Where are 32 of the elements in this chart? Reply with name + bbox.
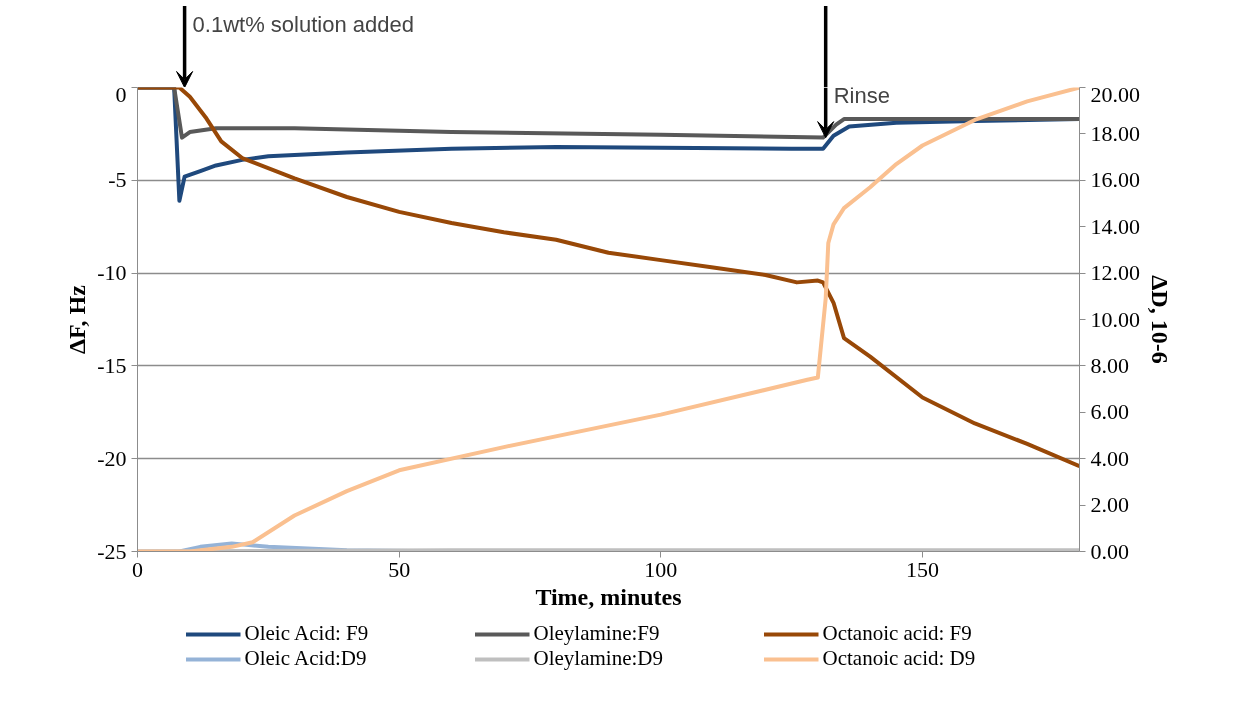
annotation: Rinse bbox=[833, 82, 890, 108]
x-tick-label: 50 bbox=[388, 556, 411, 582]
y2-tick-label: 2.00 bbox=[1090, 492, 1129, 518]
legend-label: Oleylamine:D9 bbox=[533, 646, 664, 671]
y2-tick-label: 18.00 bbox=[1090, 120, 1140, 146]
legend-label: Octanoic acid: F9 bbox=[822, 621, 973, 646]
y-tick-label: -5 bbox=[108, 167, 127, 193]
y-tick-label: 0 bbox=[115, 81, 127, 107]
y2-tick-label: 4.00 bbox=[1090, 445, 1129, 471]
y2-tick-label: 8.00 bbox=[1090, 352, 1129, 378]
x-tick-label: 0 bbox=[132, 556, 143, 582]
x-tick-label: 100 bbox=[644, 556, 678, 582]
x-tick-label: 150 bbox=[906, 556, 939, 582]
legend-label: Oleic Acid:D9 bbox=[244, 646, 368, 671]
y-tick-label: -15 bbox=[97, 352, 127, 378]
y2-tick-label: 0.00 bbox=[1090, 538, 1129, 564]
y-axis-title: ΔF, Hz bbox=[64, 284, 91, 354]
y2-tick-label: 14.00 bbox=[1090, 213, 1140, 239]
y-tick-label: -20 bbox=[97, 445, 127, 471]
y2-tick-label: 20.00 bbox=[1090, 81, 1140, 107]
y2-tick-label: 16.00 bbox=[1090, 167, 1140, 193]
y2-axis-title: ΔD, 10-6 bbox=[1147, 275, 1173, 364]
legend-label: Oleylamine:F9 bbox=[533, 621, 661, 646]
y2-tick-label: 10.00 bbox=[1090, 306, 1140, 332]
legend-label: Oleic Acid: F9 bbox=[244, 621, 370, 646]
y2-tick-label: 12.00 bbox=[1090, 260, 1140, 286]
y2-tick-label: 6.00 bbox=[1090, 399, 1129, 425]
annotation: 0.1wt% solution added bbox=[192, 12, 414, 38]
x-axis-title: Time, minutes bbox=[535, 583, 682, 610]
y-tick-label: -10 bbox=[97, 260, 127, 286]
legend-label: Octanoic acid: D9 bbox=[822, 646, 977, 671]
y-tick-label: -25 bbox=[97, 538, 127, 564]
